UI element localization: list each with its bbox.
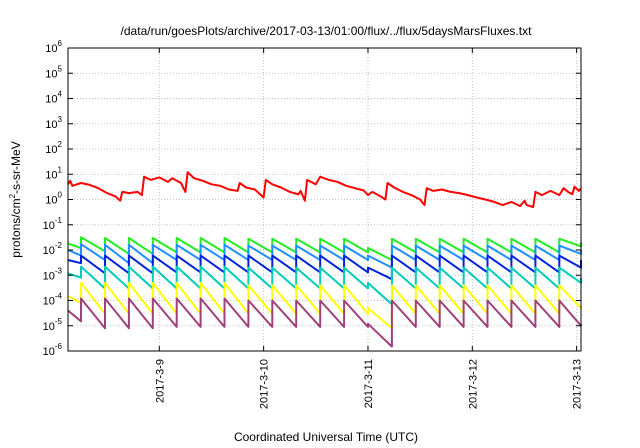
- y-tick-label: 100: [45, 191, 62, 207]
- series-line-1: [67, 171, 582, 209]
- y-axis-label-sup: 2: [8, 193, 17, 198]
- y-tick-label: 10-3: [43, 266, 63, 282]
- x-axis-ticks: 2017-3-9 2017-3-10 2017-3-11 2017-3-12 2017-…: [154, 48, 584, 409]
- y-axis-label-post: -s-sr-MeV: [9, 141, 23, 194]
- x-tick-label: 2017-3-13: [572, 359, 584, 409]
- y-tick-label: 105: [45, 64, 62, 80]
- chart-title: /data/run/goesPlots/archive/2017-03-13/0…: [121, 24, 533, 38]
- x-tick-label: 2017-3-11: [363, 359, 375, 408]
- y-tick-label: 104: [45, 90, 62, 106]
- y-tick-label: 10-5: [43, 317, 63, 333]
- x-tick-label: 2017-3-12: [467, 359, 479, 409]
- series-line-7: [67, 297, 582, 348]
- series-layer: [67, 171, 582, 348]
- y-tick-label: 10-4: [43, 292, 63, 308]
- y-tick-label: 106: [45, 39, 62, 55]
- y-tick-label: 101: [45, 165, 62, 181]
- y-axis-label: protons/cm2-s-sr-MeV: [8, 141, 23, 257]
- series-line-5: [67, 265, 582, 306]
- y-tick-label: 10-6: [43, 342, 63, 358]
- y-tick-label: 10-2: [43, 241, 63, 257]
- y-axis-ticks: 10-6 10-5 10-4 10-3 10-2 10-1 100 101 102 103 104 1…: [43, 39, 581, 358]
- x-axis-label: Coordinated Universal Time (UTC): [234, 430, 418, 444]
- x-tick-label: 2017-3-10: [259, 359, 271, 409]
- x-tick-label: 2017-3-9: [154, 359, 166, 403]
- y-tick-label: 10-1: [43, 216, 63, 232]
- y-tick-label: 102: [45, 140, 62, 156]
- series-line-4: [67, 254, 582, 281]
- y-tick-label: 103: [45, 115, 62, 131]
- y-axis-label-pre: protons/cm: [9, 198, 23, 257]
